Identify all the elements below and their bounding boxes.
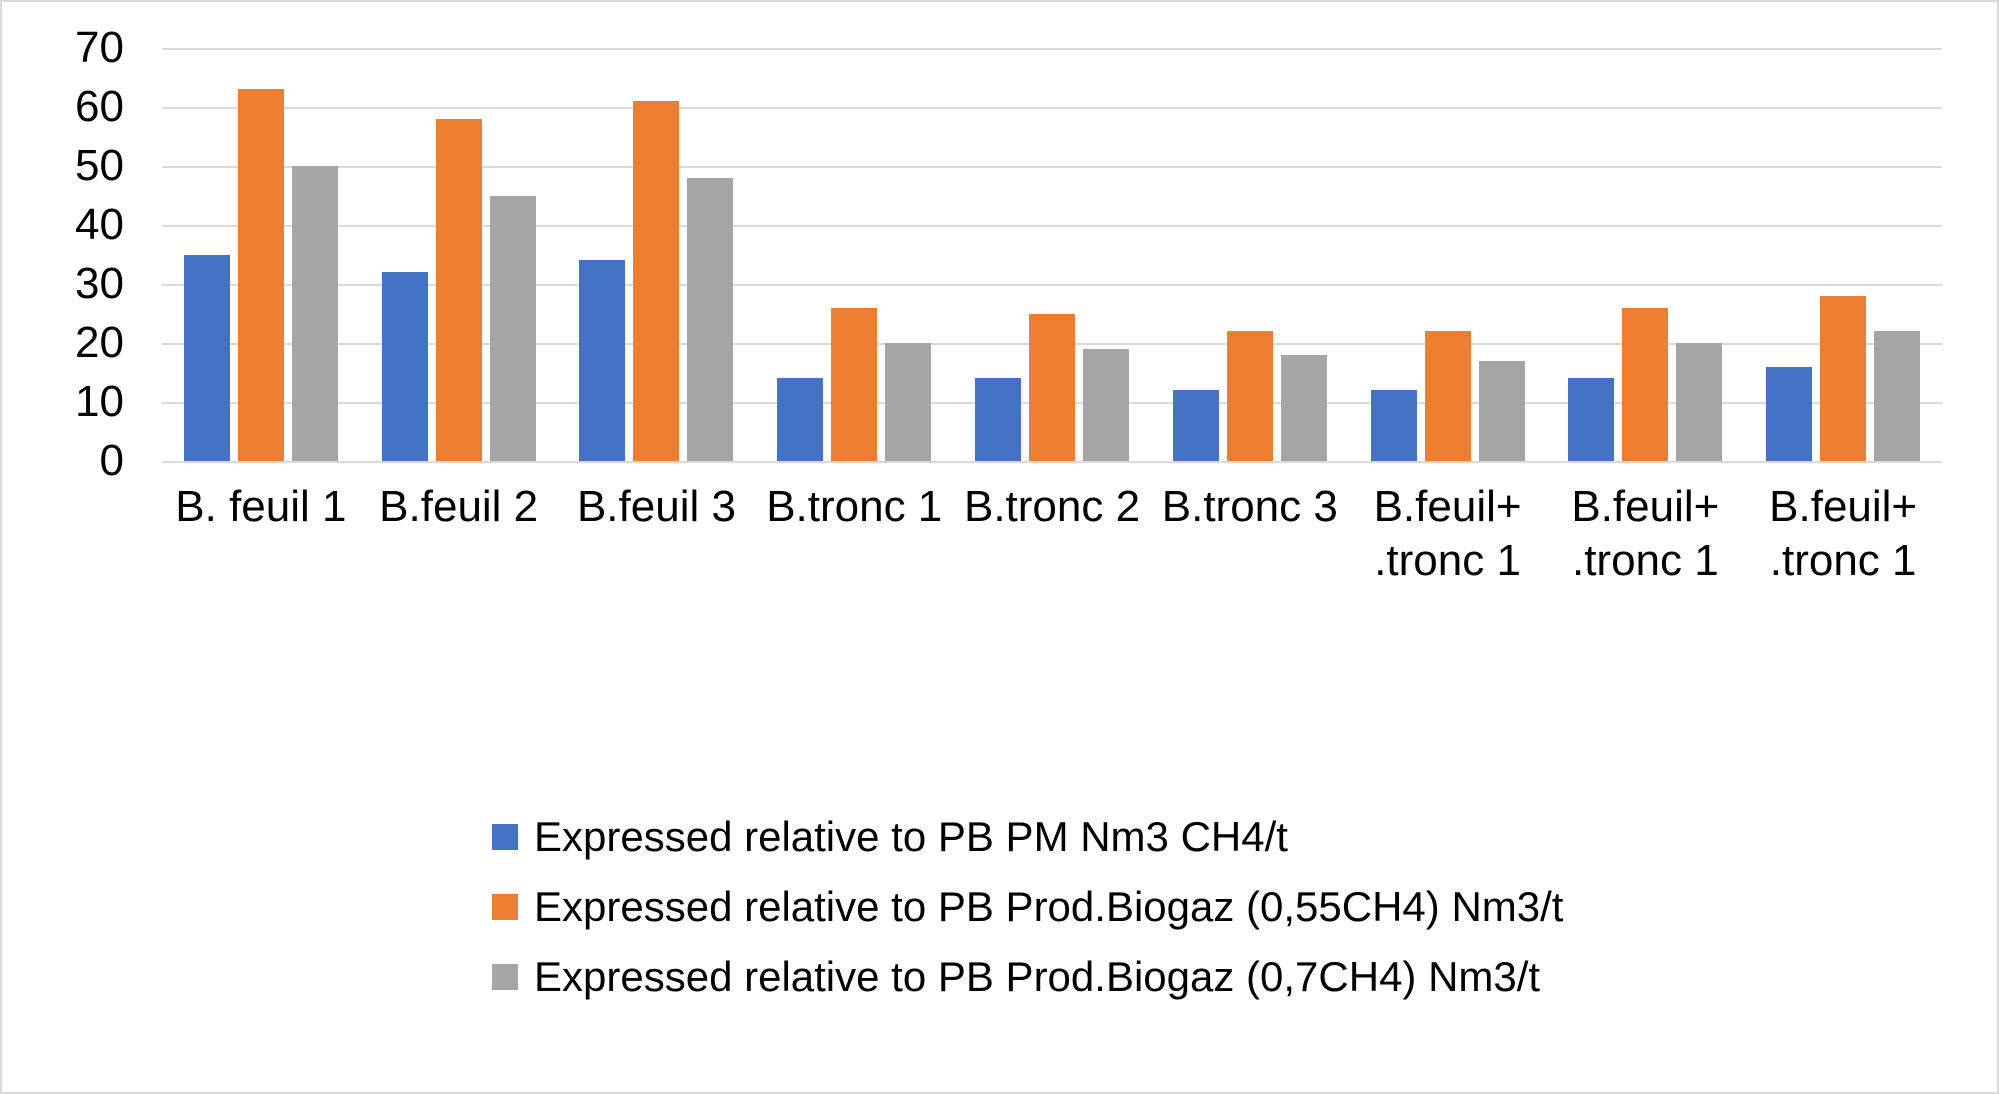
bar[interactable] <box>1568 378 1615 461</box>
bar[interactable] <box>1424 331 1471 461</box>
bar-group <box>1546 48 1744 461</box>
x-axis-category-label: B.feuil 2 <box>379 482 539 531</box>
gridline <box>162 48 1942 50</box>
legend-item[interactable]: Expressed relative to PB Prod.Biogaz (0,… <box>492 882 1563 932</box>
bar[interactable] <box>1874 331 1921 461</box>
x-axis-category-label: B.tronc 1 <box>766 482 943 531</box>
bar[interactable] <box>1820 295 1867 461</box>
bar[interactable] <box>237 89 284 461</box>
bar[interactable] <box>1172 390 1219 461</box>
bar[interactable] <box>687 177 734 461</box>
gridline <box>162 107 1942 109</box>
bar[interactable] <box>1280 354 1327 461</box>
x-axis-category-label: B.tronc 3 <box>1161 482 1338 531</box>
bar[interactable] <box>777 378 824 461</box>
axis-baseline <box>162 461 1942 463</box>
legend-label: Expressed relative to PB Prod.Biogaz (0,… <box>534 953 1541 1000</box>
bar[interactable] <box>579 260 626 461</box>
y-axis-tick-label: 0 <box>99 436 124 485</box>
y-axis-tick-label: 50 <box>75 141 124 190</box>
legend-swatch-icon <box>492 824 518 850</box>
x-axis-category-label: B.feuil+ .tronc 1 <box>1373 482 1522 585</box>
bar[interactable] <box>831 307 878 461</box>
bar[interactable] <box>1676 343 1723 461</box>
bar-group <box>558 48 756 461</box>
bar[interactable] <box>885 343 932 461</box>
bar[interactable] <box>633 101 680 461</box>
gridline <box>162 284 1942 286</box>
bar[interactable] <box>381 272 428 461</box>
bar[interactable] <box>435 118 482 461</box>
gridline <box>162 225 1942 227</box>
x-axis-category-label: B.feuil 3 <box>576 482 736 531</box>
legend-label: Expressed relative to PB PM Nm3 CH4/t <box>534 813 1288 860</box>
legend-swatch-icon <box>492 894 518 920</box>
bar[interactable] <box>291 166 338 461</box>
bar-group <box>162 48 360 461</box>
y-axis-tick-label: 70 <box>75 23 124 72</box>
bar[interactable] <box>489 195 536 461</box>
bars-layer <box>162 48 1942 461</box>
legend-label: Expressed relative to PB Prod.Biogaz (0,… <box>534 883 1564 930</box>
gridline <box>162 166 1942 168</box>
y-axis-tick-label: 20 <box>75 318 124 367</box>
bar-group <box>1349 48 1547 461</box>
x-axis-category-label: B.tronc 2 <box>963 482 1141 531</box>
x-axis-category-label: B.feuil+ .tronc 1 <box>1769 482 1918 585</box>
y-axis: 70 60 50 40 30 20 10 0 <box>2 26 142 483</box>
x-axis: B. feuil 1 B.feuil 2 B.feuil 3 B.tronc 1 B.t… <box>162 480 1942 587</box>
bar[interactable] <box>1226 331 1273 461</box>
legend-item[interactable]: Expressed relative to PB PM Nm3 CH4/t <box>492 812 1288 862</box>
x-axis-category-label: B. feuil 1 <box>175 482 347 531</box>
bar-group <box>360 48 558 461</box>
bar-group <box>755 48 953 461</box>
chart-legend: Expressed relative to PB PM Nm3 CH4/t Exp… <box>2 812 1997 1022</box>
bar[interactable] <box>1766 366 1813 461</box>
bar[interactable] <box>1083 348 1130 461</box>
legend-swatch-icon <box>492 964 518 990</box>
bar-group <box>1744 48 1942 461</box>
legend-item[interactable]: Expressed relative to PB Prod.Biogaz (0,… <box>492 952 1540 1002</box>
y-axis-tick-label: 60 <box>75 82 124 131</box>
y-axis-tick-label: 10 <box>75 377 124 426</box>
x-axis-category-label: B.feuil+ .tronc 1 <box>1571 482 1720 585</box>
bar-group <box>953 48 1151 461</box>
bar[interactable] <box>1370 390 1417 461</box>
bar[interactable] <box>1029 313 1076 461</box>
y-axis-tick-label: 30 <box>75 259 124 308</box>
bar[interactable] <box>183 254 230 461</box>
y-axis-tick-label: 40 <box>75 200 124 249</box>
bar-group <box>1151 48 1349 461</box>
bar[interactable] <box>975 378 1022 461</box>
bar[interactable] <box>1622 307 1669 461</box>
bar[interactable] <box>1478 360 1525 461</box>
